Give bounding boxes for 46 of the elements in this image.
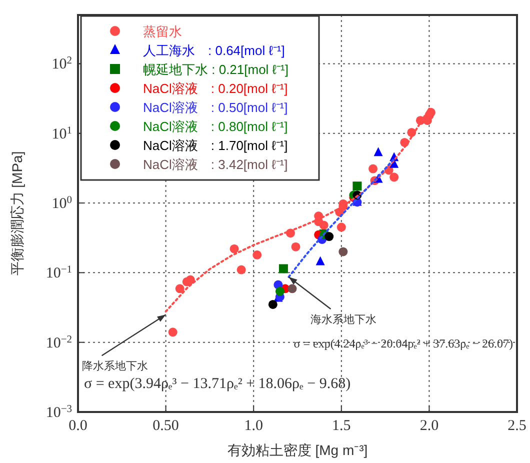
point	[278, 264, 288, 274]
annotation: 海水系地下水	[310, 312, 377, 326]
point	[338, 247, 348, 256]
point	[236, 265, 246, 274]
point	[336, 222, 346, 232]
y-tick-label: 10$^{−3}$	[46, 404, 72, 421]
y-tick-label: 10$^{1}$	[52, 124, 72, 142]
y-tick-label: 10$^{−1}$	[46, 264, 72, 282]
point	[390, 172, 399, 182]
point	[268, 300, 278, 309]
annotation: 降水系地下水	[82, 360, 148, 373]
annotation: σ = exp(3.94ρₑ³ − 13.71ρₑ² + 18.06ρₑ − 9.68)	[84, 376, 351, 392]
x-tick-label: 2.0	[420, 418, 439, 434]
point	[168, 328, 178, 337]
legend-label: NaCl溶液 : 0.20[mol ℓ⁻¹]	[143, 81, 288, 96]
x-axis-title: 有効粘土密度 [Mg m⁻³]	[227, 442, 368, 458]
y-axis-title: 平衡膨潤応力 [MPa]	[9, 151, 25, 276]
y-tick-label: 10$^{2}$	[52, 55, 72, 73]
legend-label: 蒸留水	[143, 24, 182, 39]
point	[319, 220, 328, 230]
point	[368, 164, 378, 174]
y-tick-label: 10$^{0}$	[52, 194, 72, 212]
x-tick-label: 2.5	[508, 418, 526, 434]
point	[175, 284, 184, 294]
point	[230, 244, 239, 254]
legend-label: NaCl溶液 : 0.50[mol ℓ⁻¹]	[143, 100, 288, 115]
point	[324, 232, 334, 242]
legend-label: 人工海水 : 0.64[mol ℓ⁻¹]	[143, 43, 285, 58]
point	[252, 250, 262, 260]
legend-label: NaCl溶液 : 0.80[mol ℓ⁻¹]	[143, 119, 288, 134]
x-tick-label: 1.0	[244, 418, 263, 434]
legend-label: NaCl溶液 : 1.70[mol ℓ⁻¹]	[143, 138, 288, 153]
point	[291, 242, 300, 252]
point	[352, 182, 362, 191]
point	[186, 275, 195, 284]
legend-label: NaCl溶液 : 3.42[mol ℓ⁻¹]	[143, 157, 288, 172]
x-tick-label: 0.0	[68, 418, 88, 434]
x-tick-label: 1.5	[332, 418, 351, 434]
y-tick-label: 10$^{−2}$	[46, 334, 72, 352]
annotation: σ = exp(4.24ρₑ³ − 20.04ρₑ² + 37.63ρₑ − 26.07)	[294, 336, 513, 350]
point	[374, 147, 383, 156]
point	[316, 256, 325, 266]
point	[288, 284, 297, 294]
x-tick-label: 0.50	[152, 418, 179, 434]
legend-label: 幌延地下水 : 0.21[mol ℓ⁻¹]	[143, 62, 288, 77]
point	[275, 286, 284, 296]
